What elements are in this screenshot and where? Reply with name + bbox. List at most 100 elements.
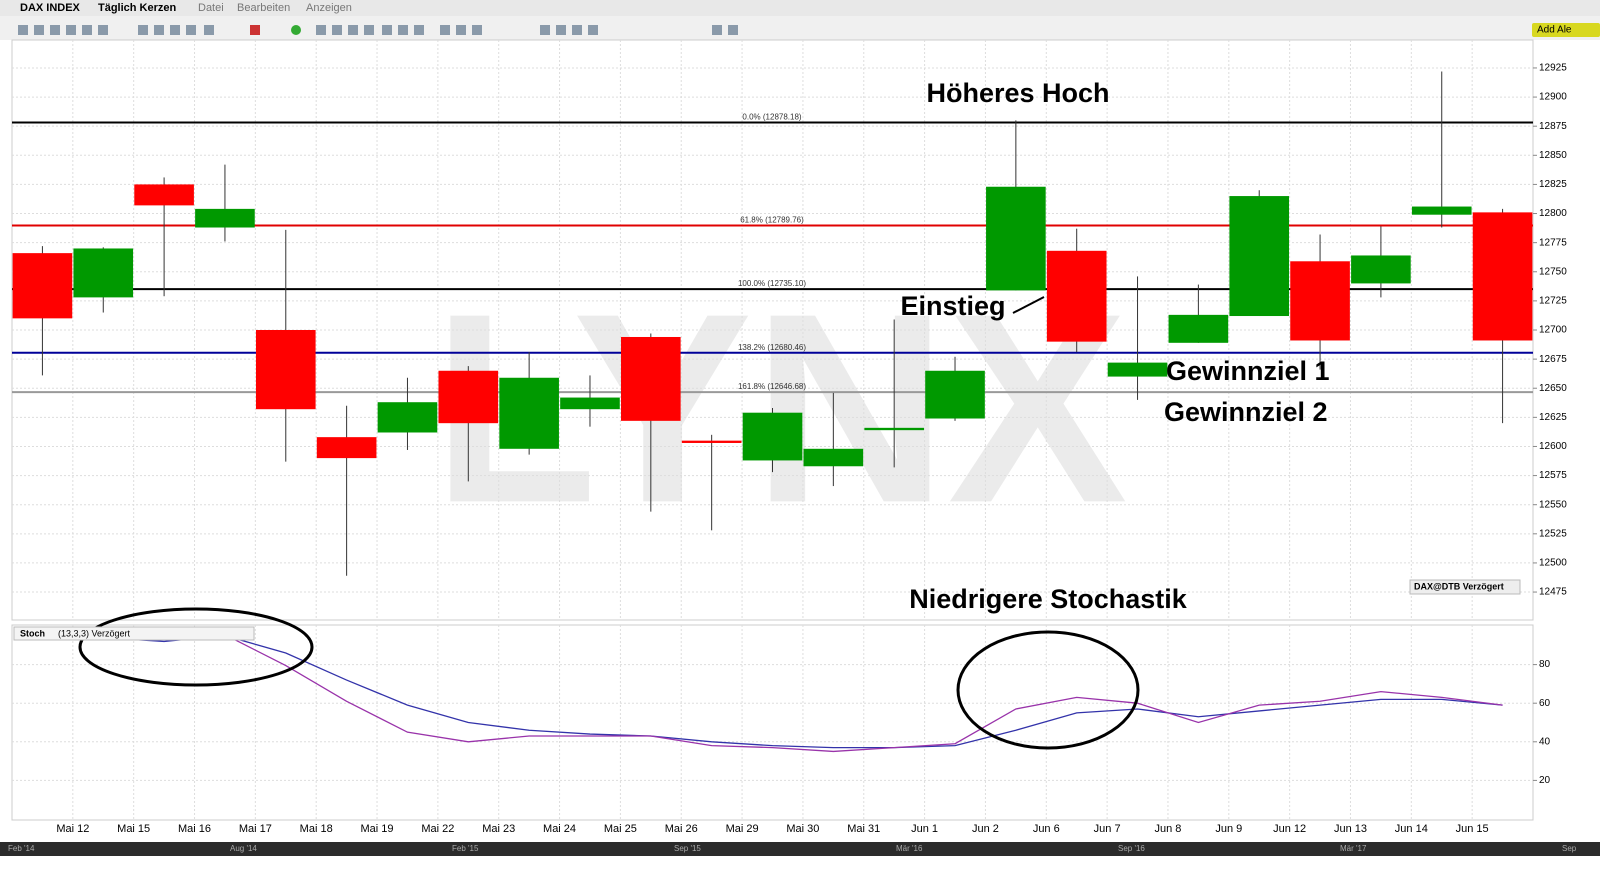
menu-item[interactable]: Bearbeiten xyxy=(237,2,290,14)
x-tick-label: Mai 24 xyxy=(543,823,576,835)
candle-body xyxy=(560,397,620,410)
candle-body xyxy=(1351,255,1411,284)
y-tick-label: 12525 xyxy=(1539,528,1567,539)
icon[interactable] xyxy=(728,25,738,35)
x-tick-label: Jun 6 xyxy=(1033,823,1060,835)
navigator-label: Mär '17 xyxy=(1340,844,1367,853)
candle-body xyxy=(316,437,377,459)
fib-level-label: 138.2% (12680.46) xyxy=(738,343,806,352)
icon[interactable] xyxy=(440,25,450,35)
x-tick-label: Jun 15 xyxy=(1456,823,1489,835)
y-tick-label: 12875 xyxy=(1539,121,1567,132)
icon[interactable] xyxy=(398,25,408,35)
y-tick-label: 12725 xyxy=(1539,296,1567,307)
annotation: Gewinnziel 2 xyxy=(1164,397,1328,427)
y-tick-label: 12850 xyxy=(1539,150,1567,161)
icon[interactable] xyxy=(186,25,196,35)
candle-body xyxy=(621,336,681,421)
icon[interactable] xyxy=(540,25,550,35)
symbol-menu[interactable]: DAX INDEX xyxy=(20,2,81,14)
x-tick-label: Mai 19 xyxy=(361,823,394,835)
x-tick-label: Mai 16 xyxy=(178,823,211,835)
candle-body xyxy=(1472,212,1533,341)
y-tick-label: 12625 xyxy=(1539,412,1567,423)
candle-body xyxy=(925,370,985,419)
menu-item[interactable]: Datei xyxy=(198,2,224,14)
stoch-line xyxy=(42,634,1503,749)
y-tick-label: 12475 xyxy=(1539,587,1567,598)
icon[interactable] xyxy=(316,25,326,35)
icon[interactable] xyxy=(170,25,180,35)
candle-body xyxy=(1229,196,1290,317)
navigator-label: Sep '15 xyxy=(674,844,701,853)
navigator[interactable] xyxy=(0,842,1600,856)
stoch-panel xyxy=(11,624,1534,821)
add-alert-button[interactable] xyxy=(1532,23,1600,37)
icon[interactable] xyxy=(50,25,60,35)
x-tick-label: Mai 23 xyxy=(482,823,515,835)
icon[interactable] xyxy=(18,25,28,35)
navigator-label: Aug '14 xyxy=(230,844,257,853)
stoch-line xyxy=(42,634,1503,753)
icon[interactable] xyxy=(82,25,92,35)
x-tick-label: Jun 7 xyxy=(1094,823,1121,835)
candle-body xyxy=(1107,362,1168,377)
x-tick-label: Mai 30 xyxy=(786,823,819,835)
icon[interactable] xyxy=(332,25,342,35)
icon[interactable] xyxy=(472,25,482,35)
icon[interactable] xyxy=(456,25,466,35)
annotation: Niedrigere Stochastik xyxy=(909,584,1188,614)
icon[interactable] xyxy=(250,25,260,35)
interval-menu[interactable]: Täglich Kerzen xyxy=(98,2,177,14)
y-tick-label: 12575 xyxy=(1539,470,1567,481)
icon[interactable] xyxy=(348,25,358,35)
plot: 12475 12500 12525 12550 12575 12600 12625 12650… xyxy=(12,40,1567,835)
icon[interactable] xyxy=(414,25,424,35)
navigator-label: Sep '16 xyxy=(1118,844,1145,853)
icon[interactable] xyxy=(556,25,566,35)
y-tick-label: 12750 xyxy=(1539,266,1567,277)
y-tick-label: 80 xyxy=(1539,659,1551,670)
icon[interactable] xyxy=(154,25,164,35)
x-tick-label: Mai 25 xyxy=(604,823,637,835)
icon[interactable] xyxy=(291,25,301,35)
x-tick-label: Jun 1 xyxy=(911,823,938,835)
x-tick-label: Mai 31 xyxy=(847,823,880,835)
icon[interactable] xyxy=(66,25,76,35)
navigator-label: Sep xyxy=(1562,844,1577,853)
menu-item[interactable]: Anzeigen xyxy=(306,2,352,14)
y-tick-label: 12550 xyxy=(1539,499,1567,510)
candle-body xyxy=(1168,314,1229,343)
icon[interactable] xyxy=(382,25,392,35)
candle-body xyxy=(803,448,864,467)
y-tick-label: 20 xyxy=(1539,775,1551,786)
y-tick-label: 12825 xyxy=(1539,179,1567,190)
icon[interactable] xyxy=(588,25,598,35)
y-tick-label: 12650 xyxy=(1539,383,1567,394)
candle-body xyxy=(73,248,134,298)
icon[interactable] xyxy=(204,25,214,35)
icon[interactable] xyxy=(138,25,148,35)
icon[interactable] xyxy=(364,25,374,35)
pointer-line xyxy=(1012,296,1045,314)
badge-text: DAX@DTB Verzögert xyxy=(1414,581,1504,591)
candle-body xyxy=(864,427,924,431)
candle-body xyxy=(1046,250,1107,342)
add-alert-label[interactable]: Add Ale xyxy=(1537,25,1572,36)
navigator-label: Feb '14 xyxy=(8,844,35,853)
icon[interactable] xyxy=(572,25,582,35)
x-tick-label: Jun 2 xyxy=(972,823,999,835)
icon[interactable] xyxy=(34,25,44,35)
x-tick-label: Mai 29 xyxy=(726,823,759,835)
candle-body xyxy=(986,186,1046,291)
y-tick-label: 12675 xyxy=(1539,354,1567,365)
annotation: Höheres Hoch xyxy=(926,78,1109,108)
icon[interactable] xyxy=(712,25,722,35)
fib-level-label: 100.0% (12735.10) xyxy=(738,279,806,288)
candle-body xyxy=(681,440,742,443)
candle-body xyxy=(438,370,499,424)
y-tick-label: 12500 xyxy=(1539,558,1567,569)
y-tick-label: 12600 xyxy=(1539,441,1567,452)
icon[interactable] xyxy=(98,25,108,35)
